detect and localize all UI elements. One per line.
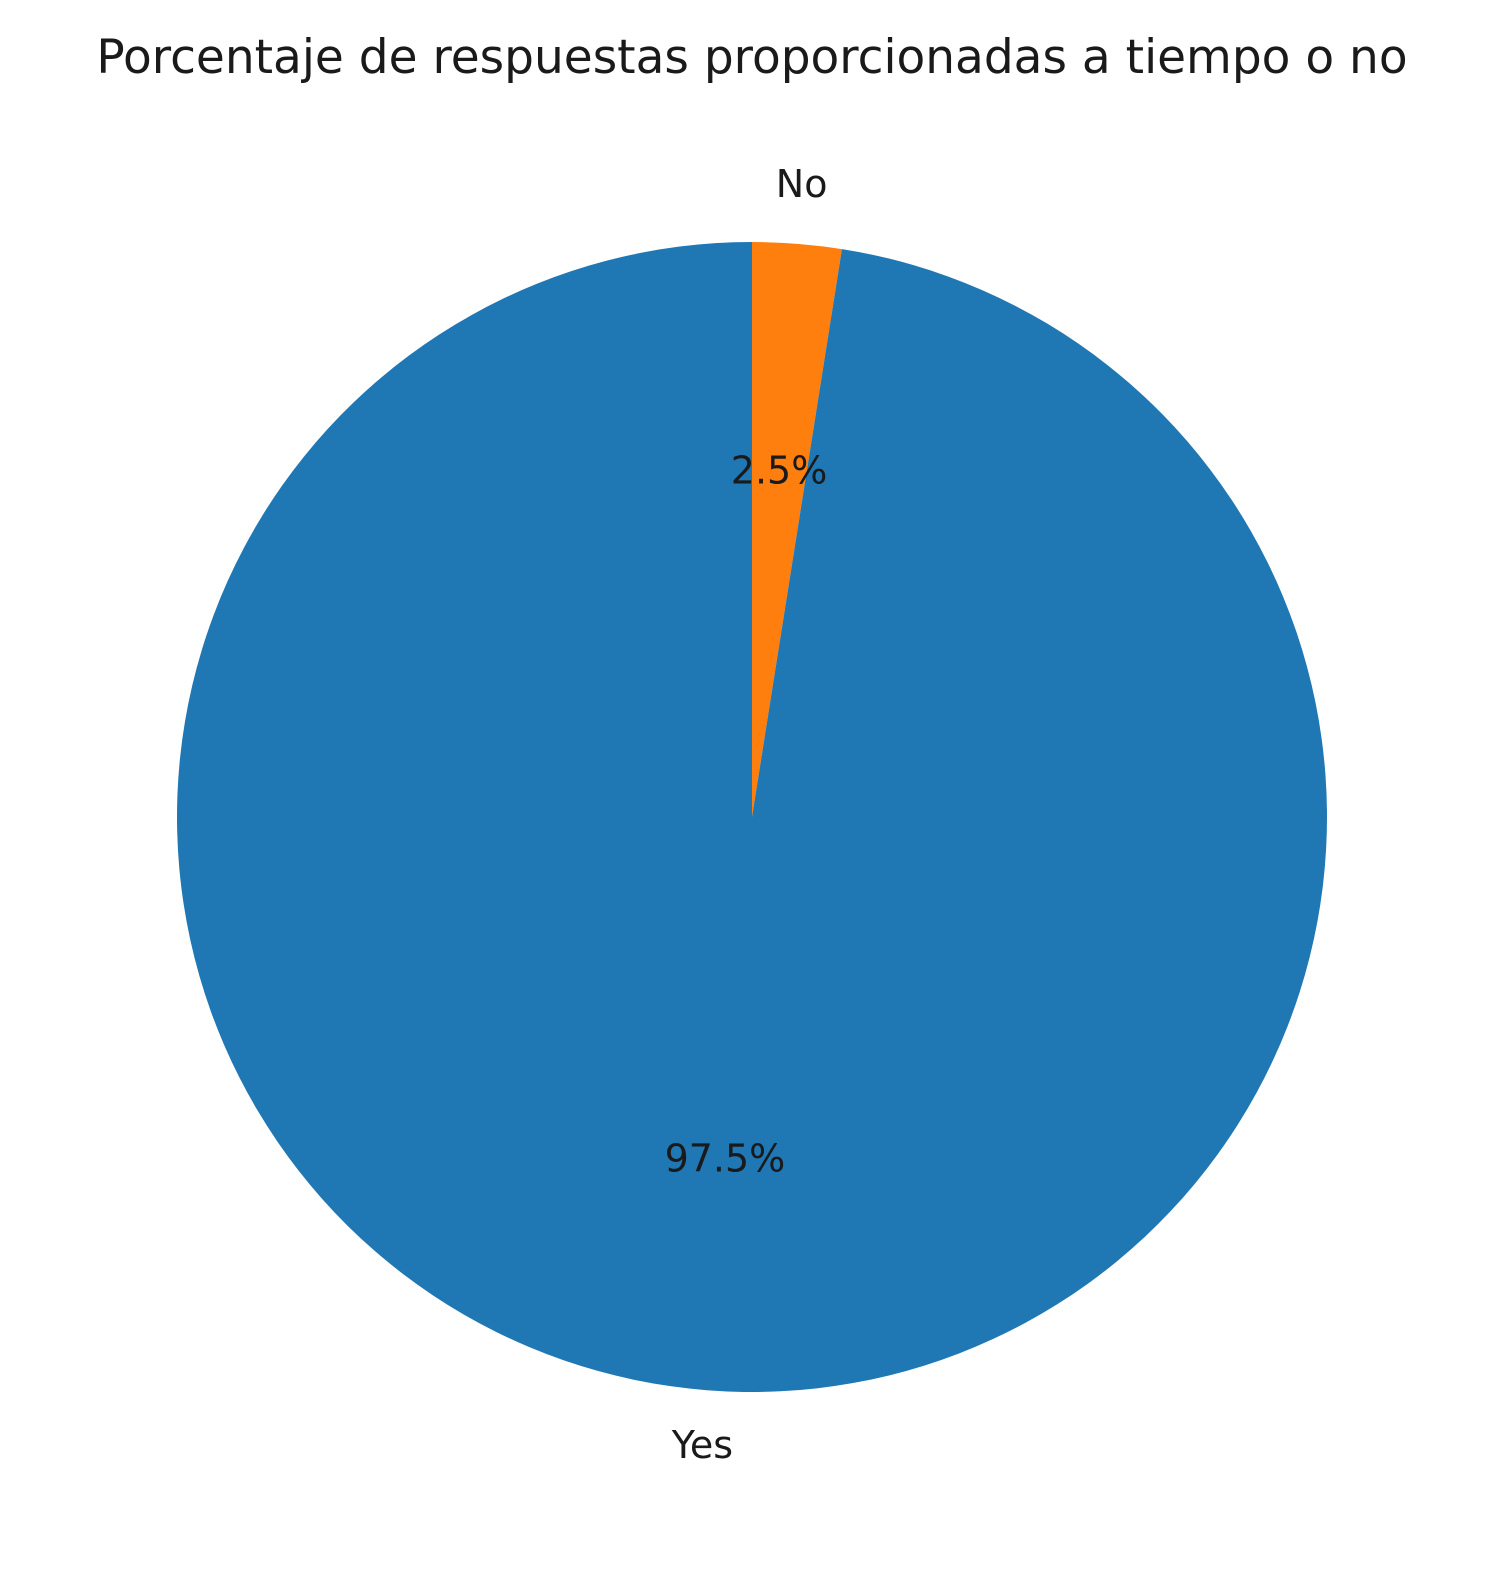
percent-label-yes: 97.5% (665, 1136, 786, 1180)
slice-label-no: No (776, 162, 828, 206)
pie-slice-no (752, 242, 842, 817)
pie-slices (176, 242, 1327, 1393)
slice-label-yes: Yes (671, 1423, 733, 1467)
pie-percent-labels: 2.5% 97.5% (665, 449, 828, 1181)
pie-slice-labels: No Yes (671, 162, 828, 1467)
chart-title: Porcentaje de respuestas proporcionadas … (96, 30, 1407, 85)
percent-label-no: 2.5% (731, 449, 828, 493)
pie-slice-yes (176, 242, 1327, 1393)
